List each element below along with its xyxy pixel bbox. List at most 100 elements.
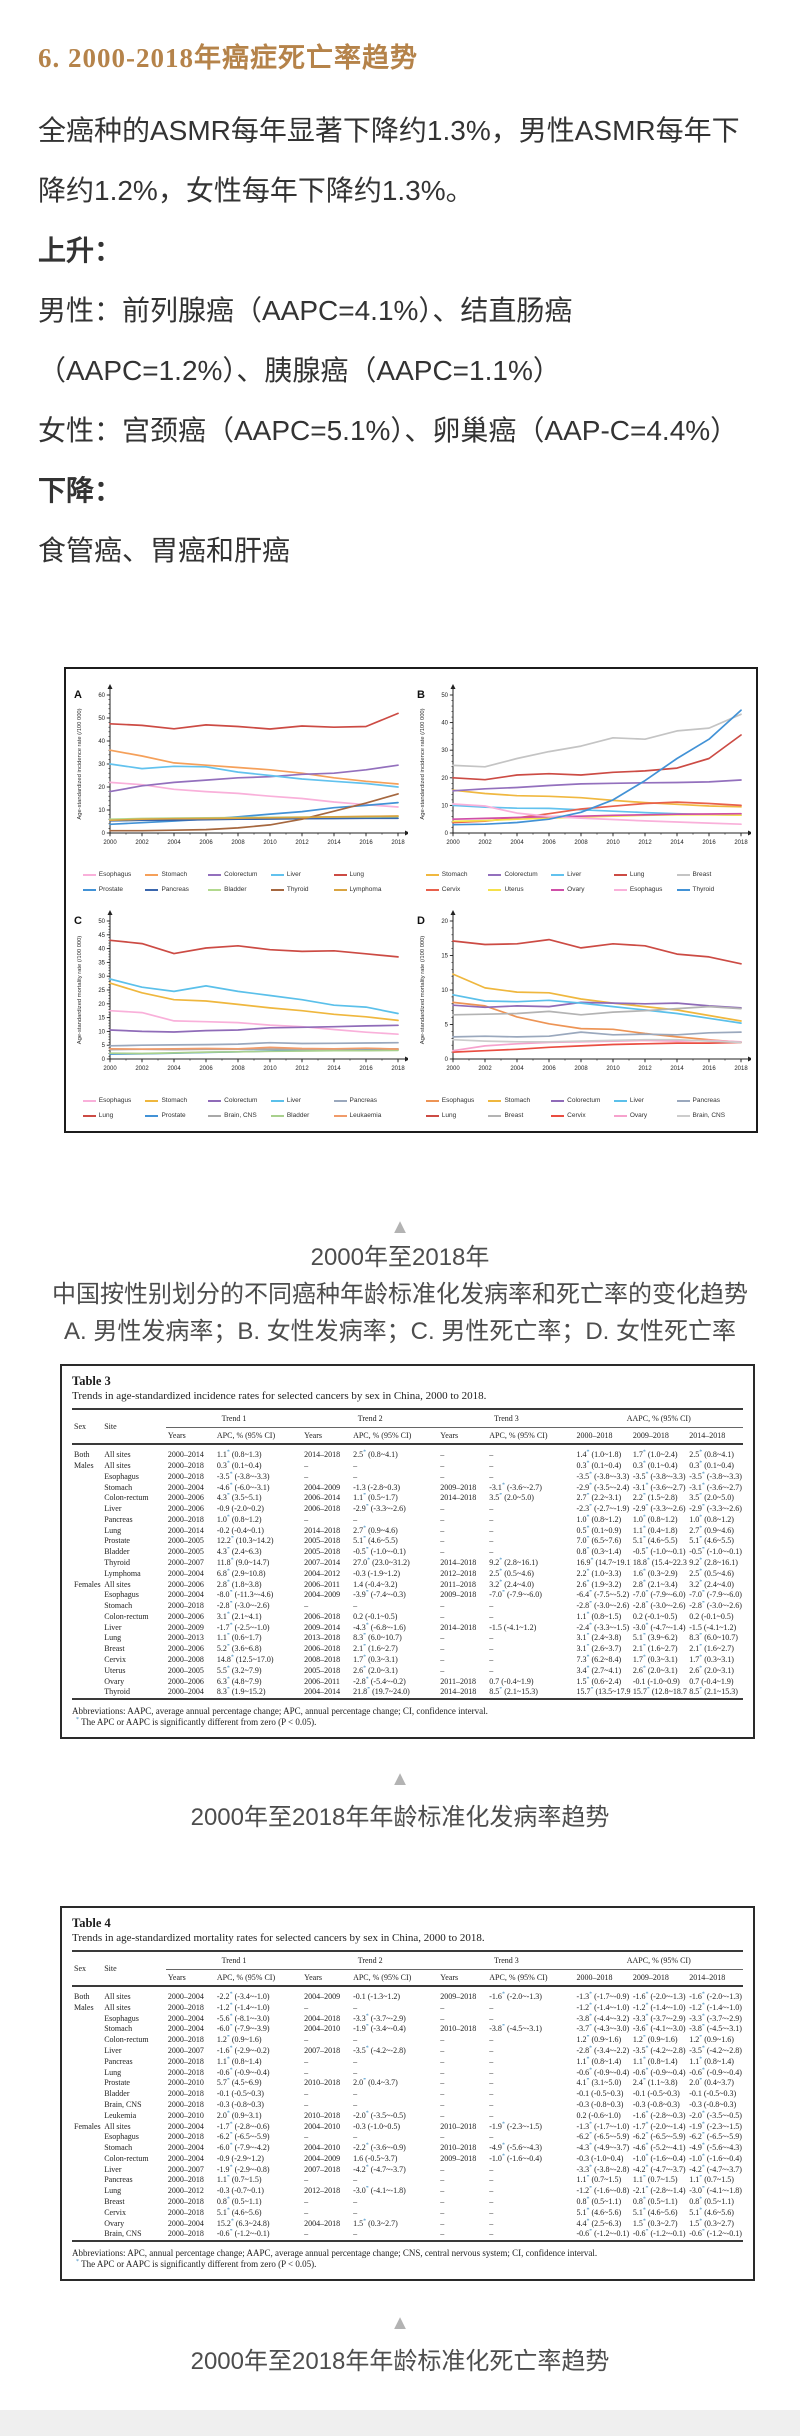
table-cell: – — [440, 2110, 445, 2120]
table-row: Breast 2000–2006 5.2* (3.6~6.8) 2006–2018 2.… — [72, 1644, 743, 1655]
table-cell: – — [489, 2218, 494, 2228]
table-row: Cervix 2000–2018 5.1* (4.6~5.6) – – – – 5.1* (4… — [72, 2207, 743, 2218]
table-cell — [72, 1482, 102, 1493]
table-cell: – — [440, 2218, 445, 2228]
y-tick-label: 0 — [101, 1057, 105, 1063]
table-cell: 5.5* (3.2~7.9) — [216, 1665, 262, 1675]
table-cell: 0.8* (0.5~1.1) — [689, 2196, 734, 2206]
legend-item: Thyroid — [676, 882, 740, 897]
table-cell: -0.3 (-1.0~0.5) — [353, 2121, 401, 2131]
table-row: Pancreas 2000–2018 1.1* (0.7~1.5) – – – – 1.1* … — [72, 2175, 743, 2186]
table-cell: 15.7* (12.8~18.7) — [632, 1686, 688, 1697]
table3-image[interactable]: Table 3 Trends in age-standardized incid… — [60, 1364, 755, 1739]
table-cell: 2000–2006 — [167, 1579, 204, 1589]
table-cell: – — [353, 2067, 358, 2077]
table-cell: 2004–2009 — [304, 2153, 341, 2163]
legend-item: Colorectum — [208, 1093, 271, 1108]
table-cell: -0.9 (-2.0~0.2) — [216, 1504, 264, 1514]
table-cell: – — [304, 2175, 309, 2185]
table-cell: Lung — [104, 1633, 122, 1643]
table-cell: 5.1* (4.6~5.5) — [632, 1535, 678, 1546]
table-cell: -1.9* (-2.3~-1.5) — [689, 2120, 742, 2131]
table-row: Lung 2000–2012 -0.3 (-0.7~0.1) 2012–2018 -3.… — [72, 2186, 743, 2197]
table-cell: – — [489, 2089, 494, 2099]
y-tick-label: 20 — [98, 1002, 105, 1008]
paragraph-male-rise: 男性：前列腺癌（AAPC=4.1%）、结直肠癌（AAPC=1.2%）、胰腺癌（A… — [38, 295, 573, 386]
table-cell: -0.3 (-0.8~0.3) — [632, 2099, 680, 2109]
table-cell: 3.5* (2.0~5.0) — [489, 1492, 534, 1503]
table-cell: 2000–2004 — [167, 1590, 204, 1600]
table-cell: 8.3* (6.0~10.7) — [689, 1632, 738, 1643]
legend-item: Cervix — [425, 882, 489, 897]
table3-footnotes: Abbreviations: AAPC, average annual perc… — [72, 1705, 488, 1728]
table-cell: 6.3* (4.8~7.9) — [216, 1676, 262, 1686]
table-cell: – — [304, 1471, 309, 1481]
legend-label: Uterus — [504, 886, 524, 893]
table-cell: 2000–2018 — [167, 2099, 204, 2109]
lymphoma-line — [108, 815, 399, 822]
table-cell: -2.8* (-3.0~-2.6) — [216, 1600, 270, 1611]
table-cell: – — [489, 2132, 494, 2142]
table-header-cell: 2009–2018 — [632, 1430, 669, 1440]
table-cell: – — [440, 2056, 445, 2066]
table-cell: -0.3 (-0.8~0.3) — [216, 2099, 264, 2109]
table-cell: – — [489, 1460, 494, 1470]
table-cell — [72, 2164, 102, 2175]
legend-label: Liver — [567, 871, 582, 878]
table-cell: -2.8* (-3.0~-2.6) — [576, 1600, 630, 1611]
x-tick-label: 2018 — [391, 840, 405, 846]
table-cell: 0.8* (0.3~1.4) — [576, 1546, 622, 1557]
table-cell: – — [440, 2186, 445, 2196]
table-cell: -6.4* (-7.5~-5.2) — [576, 1589, 630, 1600]
table-header-cell: Trend 3 — [438, 1409, 575, 1428]
table4: Sex Site Trend 1 Trend 2 Trend 3 AAPC, % (95%… — [72, 1949, 743, 2242]
lung-line — [451, 938, 742, 965]
cervix-line — [451, 1041, 742, 1053]
table-cell: -7.0* (-7.9~-6.0) — [489, 1589, 542, 1600]
table-cell: Pancreas — [104, 2056, 133, 2066]
table-cell: -4.9* (-5.6~-4.3) — [489, 2142, 542, 2153]
table4-image[interactable]: Table 4 Trends in age-standardized morta… — [60, 1905, 755, 2281]
table-cell: 1.2* (0.9~1.6) — [216, 2034, 262, 2045]
figure-caption: ▲ 2000年至2018年 中国按性别划分的不同癌种年龄标准化发病率和死亡率的变… — [0, 1215, 800, 1350]
thyroid-line — [451, 709, 742, 826]
table-cell: 2000–2014 — [167, 1525, 204, 1535]
table-cell: – — [353, 2002, 358, 2012]
table-cell: Cervix — [104, 2207, 126, 2217]
legend-swatch — [82, 873, 96, 876]
table-cell: 2.6* (2.0~3.1) — [353, 1665, 398, 1675]
legend-item: Pancreas — [333, 1093, 397, 1108]
table-cell: – — [489, 1633, 494, 1643]
table-cell: 2007–2018 — [304, 2164, 341, 2174]
table-cell — [72, 1536, 102, 1547]
table-cell: 0.8* (0.5~1.1) — [632, 2196, 678, 2206]
table-cell: 5.1* (4.6~5.5) — [353, 1535, 398, 1546]
legend-swatch — [425, 888, 439, 891]
table-cell: -6.0* (-7.9~-3.9) — [216, 2023, 270, 2034]
table-cell: 3.5* (2.0~5.0) — [689, 1492, 734, 1503]
table-row: Liver 2000–2009 -1.7* (-2.5~-1.0) 2009–2014… — [72, 1622, 743, 1633]
table-cell: 16.9* (14.7~19.1) — [576, 1557, 631, 1567]
table-cell: -2.8* (-5.4~-0.2) — [353, 1676, 406, 1686]
table-cell: Both — [74, 1992, 90, 2002]
table-cell — [72, 1525, 102, 1536]
legend-swatch — [82, 1114, 96, 1117]
panel-letter: C — [74, 915, 82, 927]
trend-figure-image[interactable]: 0 10 20 30 40 50 60 2000 2002 2004 2006 2008 2010 201… — [64, 667, 758, 1133]
table-cell: -2.4* (-3.3~-1.5) — [576, 1622, 630, 1632]
table-cell: -1.5 (-4.1~1.2) — [489, 1622, 537, 1632]
legend-item: Pancreas — [145, 882, 208, 897]
table-cell: – — [353, 1460, 358, 1470]
table-cell: -1.6* (-2.0~-1.3) — [689, 1991, 742, 2002]
table-cell: 0.2 (-0.6~1.0) — [576, 2110, 621, 2120]
legend-item: Colorectum — [488, 867, 551, 882]
table-cell: – — [489, 2046, 494, 2056]
table-cell: -4.3* (-4.9~-3.7) — [576, 2142, 630, 2153]
table-cell: 2.7* (0.9~4.6) — [689, 1525, 734, 1535]
esophagus-line — [108, 1009, 399, 1036]
pancreas-line — [108, 1041, 399, 1047]
stomach-line — [108, 982, 399, 1022]
table4-caption-cn: ▲ 2000年至2018年年龄标准化死亡率趋势 — [0, 2311, 800, 2380]
legend-item: Cervix — [551, 1108, 614, 1123]
table-cell: 9.2* (2.8~16.1) — [689, 1557, 738, 1567]
